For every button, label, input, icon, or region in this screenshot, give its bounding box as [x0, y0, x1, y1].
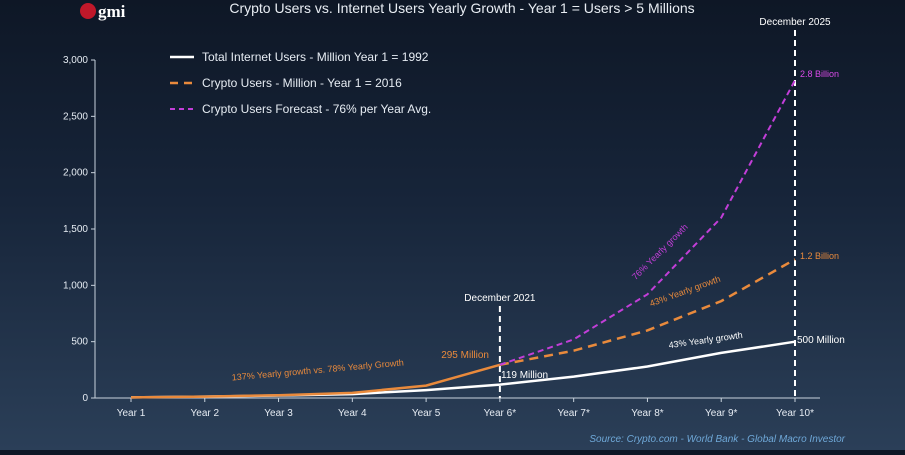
x-tick-label: Year 2 — [191, 408, 220, 419]
annotation-label: 43% Yearly growth — [648, 274, 721, 309]
annotation-label: 500 Million — [797, 335, 845, 346]
x-tick-label: Year 3 — [264, 408, 293, 419]
gmi-logo: gmi — [80, 2, 126, 21]
series-line-crypto-users-projected — [499, 258, 796, 367]
reference-lines: December 2021 December 2025 — [464, 17, 831, 398]
legend: Total Internet Users - Million Year 1 = … — [170, 50, 431, 116]
x-tick-label: Year 5 — [412, 408, 441, 419]
y-tick-label: 1,500 — [63, 224, 88, 235]
legend-label: Total Internet Users - Million Year 1 = … — [202, 50, 429, 64]
x-tick-label: Year 1 — [117, 408, 146, 419]
x-tick-label: Year 10* — [776, 408, 814, 419]
annotation-label: 76% Yearly growth — [630, 222, 690, 282]
x-tick-label: Year 8* — [631, 408, 664, 419]
axes: 0 500 1,000 1,500 2,000 2,500 3,000 Year 1 Year … — [63, 55, 820, 419]
annotation-label: 2.8 Billion — [800, 69, 839, 79]
reference-line-label: December 2025 — [759, 17, 831, 28]
y-tick-label: 2,000 — [63, 168, 88, 179]
y-tick-label: 1,000 — [63, 280, 88, 291]
legend-label: Crypto Users Forecast - 76% per Year Avg… — [202, 102, 431, 116]
annotation-label: 43% Yearly growth — [668, 330, 743, 350]
gmi-logo-mark — [80, 3, 96, 19]
x-tick-label: Year 4 — [338, 408, 367, 419]
annotation-label: 295 Million — [441, 350, 489, 361]
annotation-label: 1.2 Billion — [800, 251, 839, 261]
x-tick-label: Year 7* — [557, 408, 590, 419]
series-layer — [130, 79, 796, 399]
chart-title: Crypto Users vs. Internet Users Yearly G… — [229, 0, 694, 16]
series-line-crypto-users-actual — [130, 363, 501, 399]
y-tick-label: 3,000 — [63, 55, 88, 66]
gmi-logo-text: gmi — [98, 2, 126, 21]
source-note: Source: Crypto.com - World Bank - Global… — [589, 434, 845, 445]
annotation-label: 119 Million — [501, 370, 548, 381]
series-line-crypto-forecast — [499, 79, 796, 366]
y-tick-label: 500 — [71, 337, 88, 348]
legend-label: Crypto Users - Million - Year 1 = 2016 — [202, 76, 402, 90]
annotations: 2.8 Billion 1.2 Billion 500 Million 295 Mil… — [231, 69, 844, 383]
x-tick-label: Year 9* — [705, 408, 738, 419]
x-tick-label: Year 6* — [484, 408, 517, 419]
reference-line-label: December 2021 — [464, 293, 536, 304]
y-tick-label: 0 — [82, 393, 88, 404]
annotation-label: 137% Yearly growth vs. 78% Yearly Growth — [231, 358, 404, 383]
y-tick-label: 2,500 — [63, 111, 88, 122]
